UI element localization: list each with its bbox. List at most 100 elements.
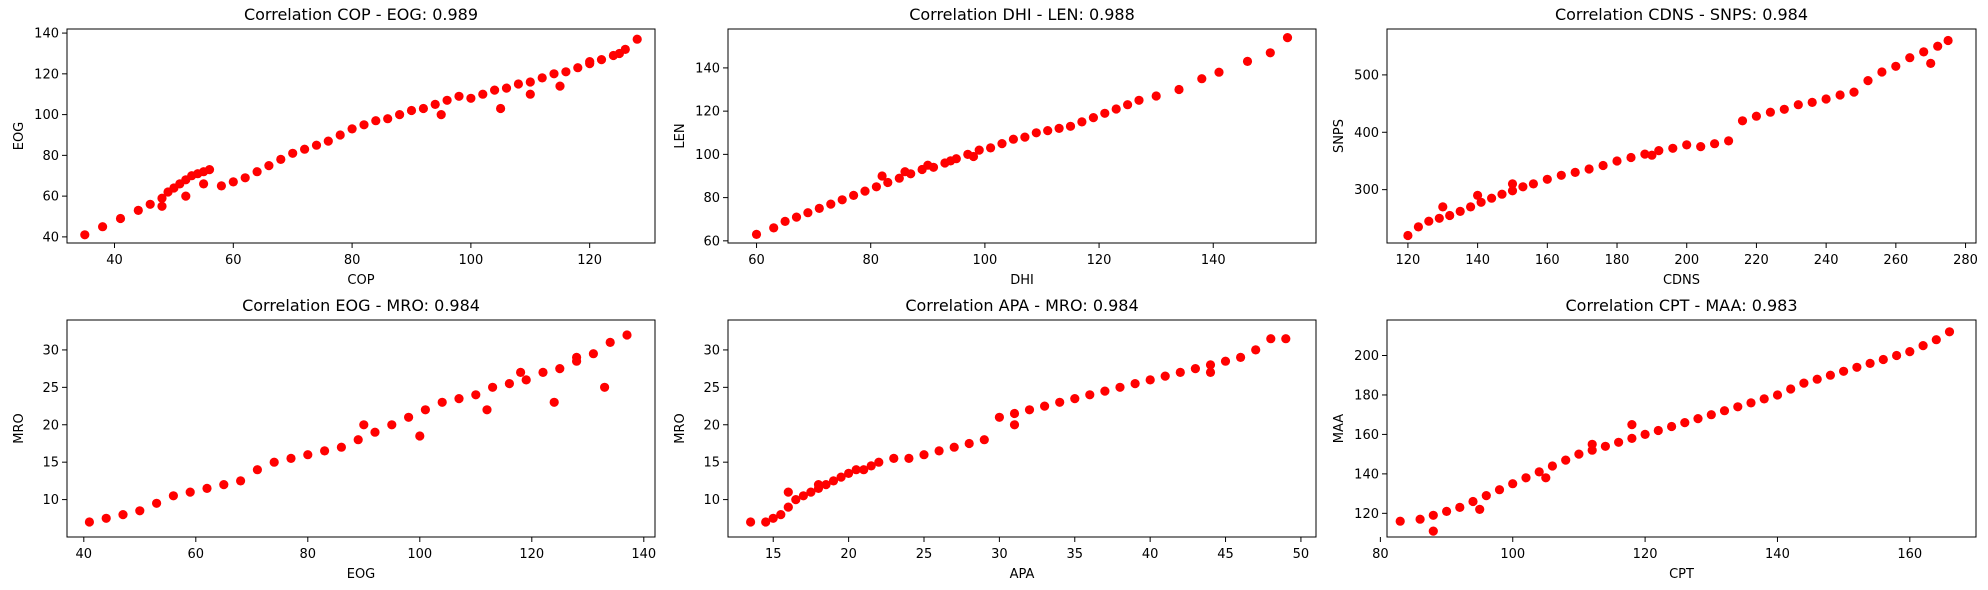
data-point bbox=[837, 195, 847, 205]
data-point bbox=[1190, 364, 1200, 374]
data-point bbox=[1455, 502, 1465, 512]
data-point bbox=[353, 435, 363, 445]
data-point bbox=[437, 397, 447, 407]
data-point bbox=[420, 405, 430, 415]
data-point bbox=[1507, 179, 1518, 189]
data-point bbox=[406, 105, 417, 116]
x-tick-label: 160 bbox=[1535, 253, 1560, 268]
y-tick-label: 100 bbox=[34, 108, 59, 123]
data-point bbox=[1065, 121, 1076, 131]
y-tick-label: 100 bbox=[695, 148, 720, 163]
data-point bbox=[135, 506, 145, 516]
data-point bbox=[371, 116, 381, 126]
data-point bbox=[783, 502, 793, 512]
data-point bbox=[1151, 91, 1161, 101]
data-point bbox=[632, 34, 642, 44]
data-point bbox=[968, 151, 979, 162]
data-point bbox=[1706, 410, 1716, 420]
data-point bbox=[1009, 408, 1020, 419]
x-tick-label: 30 bbox=[991, 547, 1008, 562]
data-point bbox=[1751, 111, 1761, 121]
data-point bbox=[813, 480, 824, 490]
data-point bbox=[84, 517, 94, 527]
data-point bbox=[1793, 100, 1803, 110]
data-point bbox=[1413, 222, 1423, 232]
x-tick-label: 80 bbox=[344, 253, 361, 268]
data-point bbox=[1574, 449, 1584, 459]
data-point bbox=[1933, 41, 1943, 51]
data-point bbox=[1891, 61, 1901, 71]
data-point bbox=[454, 394, 464, 404]
y-tick-label: 25 bbox=[703, 381, 720, 396]
data-point bbox=[1415, 514, 1425, 524]
data-point bbox=[1737, 116, 1748, 126]
data-point bbox=[1130, 379, 1140, 389]
data-point bbox=[572, 352, 582, 362]
subplot-1: 40 60 80 100 120 40 60 80 100 120 140 Correlation C… bbox=[12, 5, 656, 288]
x-tick-label: 40 bbox=[1142, 547, 1159, 562]
data-point bbox=[791, 212, 802, 222]
data-point bbox=[851, 465, 861, 475]
data-point bbox=[1835, 90, 1845, 100]
data-point bbox=[1943, 35, 1953, 46]
data-point bbox=[997, 139, 1007, 149]
x-tick-label: 80 bbox=[862, 253, 879, 268]
subplot-3: 120 140 160 180 200 220 240 260 280 300 400 500 Corr… bbox=[1332, 5, 1978, 288]
data-point bbox=[303, 450, 313, 460]
y-axis-label: SNPS bbox=[1332, 119, 1347, 153]
data-point bbox=[219, 480, 229, 490]
y-axis-label: LEN bbox=[673, 123, 688, 148]
y-tick-label: 120 bbox=[34, 67, 59, 82]
data-point bbox=[979, 435, 989, 445]
data-point bbox=[1468, 496, 1478, 507]
x-axis-label: DHI bbox=[1010, 273, 1034, 288]
data-point bbox=[860, 186, 870, 196]
data-point bbox=[1561, 455, 1571, 465]
y-tick-label: 15 bbox=[42, 456, 59, 471]
data-point bbox=[300, 144, 310, 154]
y-tick-label: 400 bbox=[1354, 126, 1379, 141]
x-tick-label: 60 bbox=[188, 547, 205, 562]
data-point bbox=[1175, 367, 1185, 377]
data-point bbox=[240, 173, 250, 183]
y-axis-label: MRO bbox=[673, 413, 688, 443]
data-point bbox=[1772, 390, 1783, 400]
data-point bbox=[1266, 334, 1276, 344]
x-tick-label: 120 bbox=[1087, 253, 1112, 268]
data-point bbox=[614, 48, 625, 59]
x-tick-label: 140 bbox=[1765, 547, 1790, 562]
data-point bbox=[1055, 397, 1065, 407]
x-tick-label: 140 bbox=[1201, 253, 1226, 268]
data-point bbox=[1403, 230, 1413, 241]
data-point bbox=[1205, 367, 1216, 377]
data-point bbox=[1508, 479, 1518, 489]
data-point bbox=[1497, 189, 1507, 199]
data-point bbox=[549, 397, 559, 407]
data-point bbox=[359, 120, 369, 130]
data-point bbox=[588, 349, 599, 359]
data-point bbox=[889, 453, 899, 463]
data-point bbox=[1428, 510, 1438, 520]
data-point bbox=[1442, 506, 1452, 516]
data-point bbox=[1445, 210, 1455, 221]
data-point bbox=[323, 136, 333, 146]
data-point bbox=[1600, 441, 1610, 451]
data-point bbox=[561, 67, 571, 77]
data-point bbox=[769, 223, 779, 233]
data-point bbox=[994, 412, 1005, 422]
data-point bbox=[1265, 48, 1275, 58]
data-point bbox=[521, 375, 531, 385]
data-point bbox=[803, 208, 813, 218]
data-point bbox=[1878, 354, 1888, 365]
x-tick-label: 120 bbox=[1395, 253, 1420, 268]
data-point bbox=[516, 367, 526, 377]
data-point bbox=[923, 160, 933, 170]
scatter-points bbox=[751, 33, 1293, 239]
data-point bbox=[501, 83, 512, 93]
data-point bbox=[904, 453, 914, 463]
data-point bbox=[288, 148, 298, 158]
data-point bbox=[1905, 347, 1915, 357]
data-point bbox=[596, 55, 607, 65]
data-point bbox=[496, 103, 506, 114]
